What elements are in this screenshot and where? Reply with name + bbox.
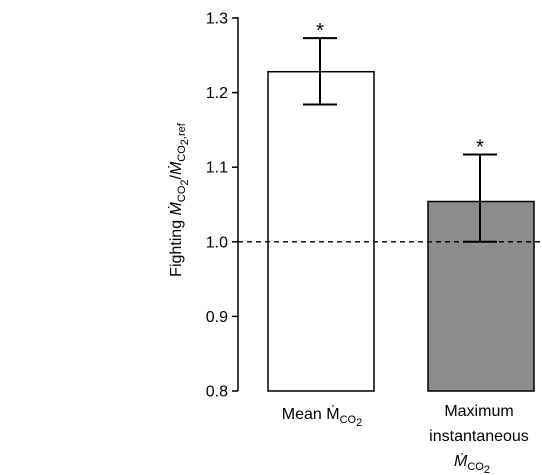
bar [267,70,375,392]
significance-marker: * [476,137,484,159]
category-label-max-line1: Maximum [444,403,513,420]
bars [267,70,535,392]
y-tick-label: 0.8 [206,384,228,401]
category-label-mean: Mean ṀCO2 [282,404,362,429]
y-tick-label: 1.1 [206,160,228,177]
y-axis: 0.8 0.9 1.0 1.1 1.2 1.3 [206,11,239,401]
significance-marker: * [316,20,324,42]
y-axis-label: Fighting ṀCO2/ṀCO2,ref [166,122,191,277]
y-tick-label: 1.0 [206,234,228,251]
category-label-max-line2: instantaneous [429,428,529,445]
y-tick-label: 0.9 [206,309,228,326]
category-label-max-line3: ṀCO2 [454,451,490,475]
y-tick-label: 1.3 [206,11,228,28]
y-tick-label: 1.2 [206,85,228,102]
